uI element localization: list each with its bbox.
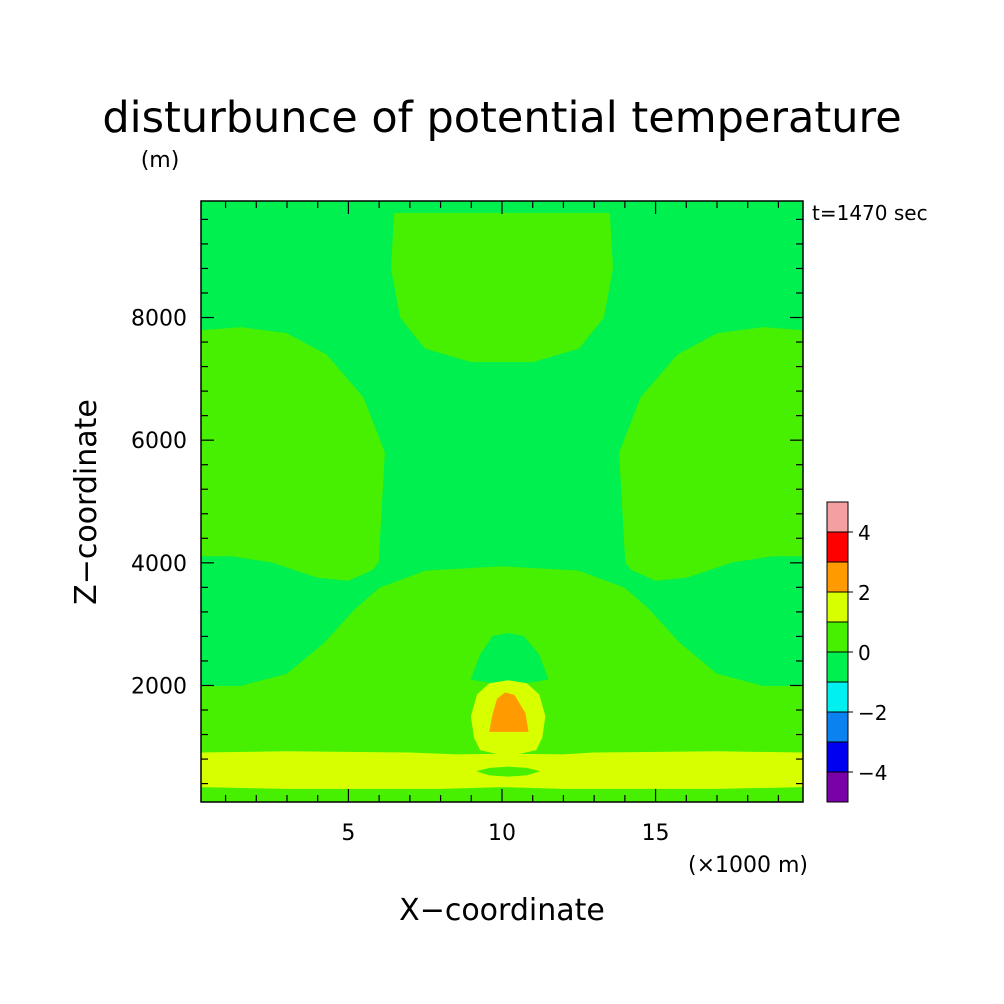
colorbar-swatch [826, 771, 849, 803]
colorbar-label: 0 [858, 641, 871, 665]
contour-region-6 [476, 766, 540, 777]
colorbar-label: −2 [858, 701, 887, 725]
colorbar: −4 −2 0 2 4 [826, 501, 887, 803]
colorbar-swatch [826, 651, 849, 683]
x-tick-label: 5 [341, 821, 355, 846]
contour-regions [200, 200, 804, 803]
unit-label: (m) [141, 148, 180, 173]
colorbar-swatch [826, 711, 849, 743]
colorbar-label: 4 [858, 521, 871, 545]
colorbar-swatch [826, 591, 849, 623]
x-unit-label: (×1000 m) [688, 853, 808, 878]
y-tick-label: 4000 [131, 552, 187, 577]
colorbar-swatch [826, 681, 849, 713]
colorbar-label: 2 [858, 581, 871, 605]
y-tick-label: 8000 [131, 307, 187, 332]
time-label: t=1470 sec [812, 201, 928, 225]
x-axis-label: X−coordinate [399, 893, 605, 928]
chart-title: disturbunce of potential temperature [102, 93, 901, 143]
y-tick-label: 6000 [131, 429, 187, 454]
contour-region-7 [489, 692, 529, 732]
contour-region-1 [200, 200, 804, 686]
axis-ticks: 5 10 15 2000 4000 6000 8000 [131, 201, 803, 846]
colorbar-label: −4 [858, 761, 887, 785]
x-tick-label: 15 [642, 821, 670, 846]
plot-frame [200, 200, 804, 803]
y-tick-label: 2000 [131, 674, 187, 699]
y-axis-label: Z−coordinate [69, 399, 104, 605]
colorbar-swatch [826, 531, 849, 563]
x-tick-label: 10 [488, 821, 516, 846]
colorbar-swatch [826, 561, 849, 593]
colorbar-swatch [826, 621, 849, 653]
colorbar-swatch [826, 501, 849, 533]
contour-region-2 [390, 212, 613, 363]
colorbar-swatch [826, 741, 849, 773]
